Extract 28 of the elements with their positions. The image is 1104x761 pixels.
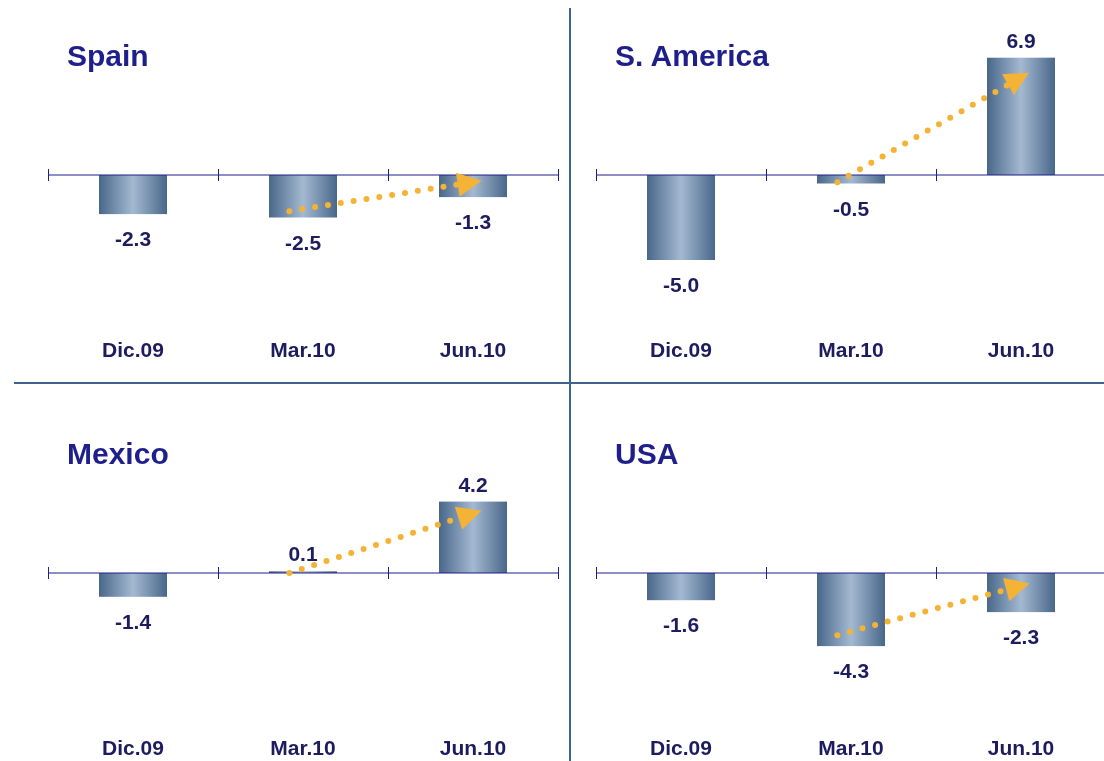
x-tick-label: Mar.10: [818, 736, 884, 759]
data-label: 6.9: [1006, 28, 1036, 52]
x-tick-label: Dic.09: [650, 736, 712, 759]
x-tick-label: Dic.09: [102, 736, 164, 759]
data-label: -2.3: [114, 227, 152, 251]
data-label: -2.5: [284, 230, 322, 254]
data-label: 0.1: [288, 542, 318, 566]
data-label: -1.6: [662, 613, 700, 637]
chart-title: USA: [615, 437, 679, 470]
data-label: 4.2: [458, 472, 488, 496]
data-label: -1.3: [454, 210, 492, 234]
chart-title: S. America: [615, 39, 770, 72]
chart-title: Mexico: [67, 437, 169, 470]
x-tick-label: Mar.10: [270, 736, 336, 759]
x-tick-label: Dic.09: [102, 338, 164, 361]
x-tick-label: Jun.10: [439, 338, 507, 361]
x-tick-label: Jun.10: [987, 736, 1055, 759]
data-label: -0.5: [832, 196, 870, 220]
x-tick-label: Mar.10: [818, 338, 884, 361]
x-tick-label: Jun.10: [439, 736, 507, 759]
data-label: -5.0: [662, 273, 700, 296]
data-label: -2.3: [1002, 625, 1040, 649]
x-tick-label: Mar.10: [270, 338, 336, 361]
x-tick-label: Jun.10: [987, 338, 1055, 361]
data-label: -4.3: [832, 659, 870, 683]
x-tick-label: Dic.09: [650, 338, 712, 361]
data-label: -1.4: [114, 609, 152, 633]
chart-title: Spain: [67, 39, 149, 72]
